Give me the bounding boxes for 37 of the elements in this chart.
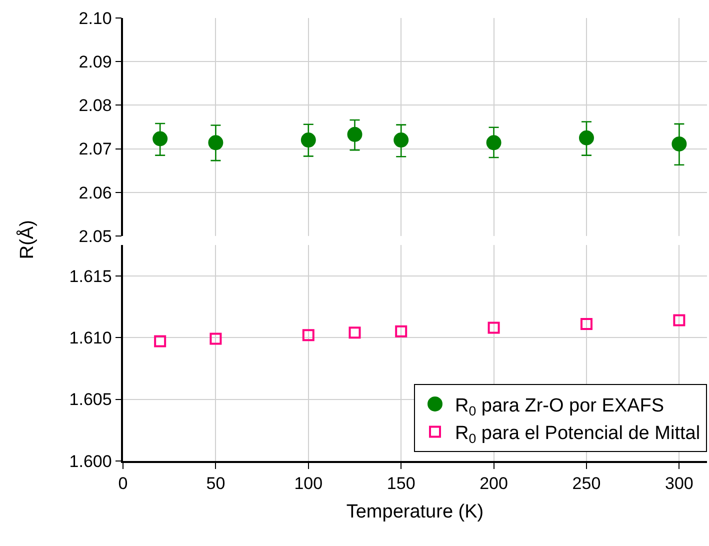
y-tick-label: 2.06 xyxy=(78,183,112,202)
point xyxy=(394,132,409,148)
y-tick-label: 1.600 xyxy=(69,452,112,471)
y-tick-label: 2.05 xyxy=(78,226,112,246)
y-tick-label: 1.610 xyxy=(69,328,112,348)
point xyxy=(486,135,502,150)
point xyxy=(395,325,408,338)
point xyxy=(208,135,224,150)
y-tick-label: 2.09 xyxy=(78,52,112,72)
point xyxy=(154,335,166,348)
x-tick-label: 300 xyxy=(665,474,694,494)
y-tick-label: 2.10 xyxy=(78,8,112,28)
point xyxy=(348,326,361,339)
point xyxy=(152,131,168,146)
x-tick-label: 100 xyxy=(294,474,323,494)
legend-label: R$_{0}$ para Zr-O por EXAFS xyxy=(455,395,664,418)
point xyxy=(580,318,592,330)
y-tick-label: 2.07 xyxy=(78,140,112,159)
y-axis-title: R(Å) xyxy=(16,220,38,260)
legend-label: R$_{0}$ para el Potencial de Mittal xyxy=(455,423,700,446)
point xyxy=(672,136,687,152)
point xyxy=(673,314,686,326)
point xyxy=(578,130,594,146)
point xyxy=(302,329,314,342)
x-axis-title: Temperature (K) xyxy=(346,501,484,522)
point xyxy=(210,332,222,345)
y-tick-label: 1.615 xyxy=(69,266,112,286)
x-tick-label: 50 xyxy=(206,474,226,494)
x-tick-label: 250 xyxy=(572,474,601,494)
point xyxy=(488,322,500,334)
y-tick-label: 2.08 xyxy=(78,96,112,116)
x-tick-label: 0 xyxy=(118,474,128,494)
point xyxy=(300,132,316,148)
point xyxy=(347,126,362,142)
y-tick-label: 1.605 xyxy=(69,390,112,410)
x-tick-label: 200 xyxy=(480,474,508,494)
x-tick-label: 150 xyxy=(386,474,416,494)
